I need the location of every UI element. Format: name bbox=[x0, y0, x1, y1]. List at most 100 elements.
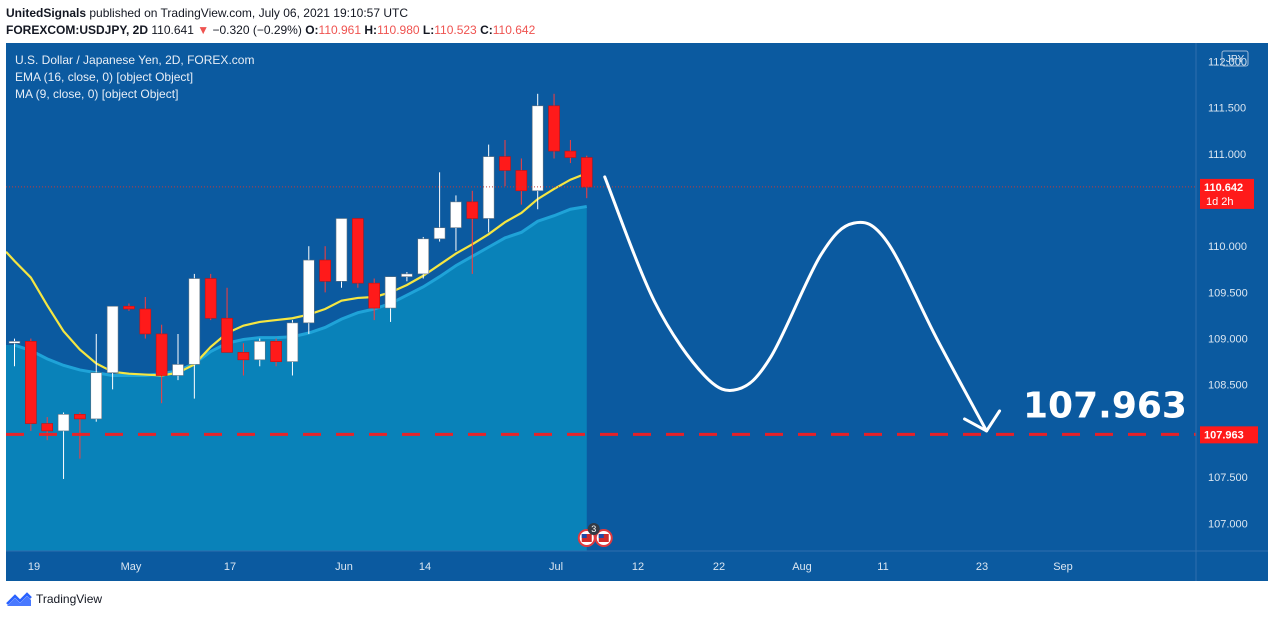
candle-body bbox=[139, 308, 152, 335]
brand-name: TradingView bbox=[36, 592, 103, 606]
candle bbox=[515, 158, 528, 205]
candle-body bbox=[433, 227, 446, 240]
candle bbox=[564, 139, 577, 164]
close-label: C: bbox=[480, 23, 493, 37]
candle-body bbox=[302, 259, 315, 324]
ma-line bbox=[14, 205, 588, 378]
projection-arrowhead-icon bbox=[963, 409, 1002, 433]
price-tick-label: 108.500 bbox=[1208, 380, 1248, 392]
candle-body bbox=[57, 414, 70, 432]
candle bbox=[204, 273, 217, 321]
footer-brand[interactable]: TradingView bbox=[6, 590, 102, 608]
candle bbox=[188, 273, 201, 399]
publish-line: UnitedSignals published on TradingView.c… bbox=[6, 6, 408, 20]
ma-area bbox=[6, 206, 587, 551]
last-price-label: 110.642 bbox=[1204, 182, 1243, 194]
candle bbox=[482, 144, 495, 233]
candle-body bbox=[286, 322, 299, 362]
candle-body bbox=[417, 238, 430, 275]
candle bbox=[8, 338, 21, 367]
candle-body bbox=[515, 170, 528, 192]
candle-body bbox=[8, 341, 21, 344]
candle-body bbox=[172, 364, 184, 376]
price-tick-label: 110.000 bbox=[1208, 241, 1247, 253]
candle bbox=[123, 303, 135, 311]
time-tick-label: 14 bbox=[419, 561, 431, 573]
currency-box bbox=[1221, 50, 1249, 67]
time-tick-label: 19 bbox=[28, 561, 40, 573]
time-tick-label: Jul bbox=[549, 561, 563, 573]
candle-body bbox=[237, 352, 250, 361]
time-tick-label: 22 bbox=[713, 561, 725, 573]
countdown-label: 1d 2h bbox=[1206, 196, 1234, 208]
ma-legend[interactable]: MA (9, close, 0) [object Object] bbox=[15, 87, 179, 101]
candle bbox=[286, 320, 299, 376]
low-label: L: bbox=[422, 23, 435, 37]
time-tick-label: May bbox=[121, 561, 142, 573]
high-label: H: bbox=[364, 23, 378, 37]
candle-body bbox=[155, 333, 168, 376]
time-tick-label: 11 bbox=[877, 561, 888, 573]
open-label: O: bbox=[305, 23, 319, 37]
low-value: 110.523 bbox=[434, 23, 477, 37]
ema-legend[interactable]: EMA (16, close, 0) [object Object] bbox=[15, 70, 194, 84]
tradingview-logo-icon bbox=[6, 592, 32, 606]
candle bbox=[270, 338, 282, 367]
axes-layer: 112.000111.500111.000110.500110.000109.5… bbox=[6, 43, 1268, 581]
candle bbox=[335, 218, 348, 288]
candle-body bbox=[482, 156, 495, 219]
us-flag-event-icon bbox=[594, 529, 613, 547]
projection-curve bbox=[603, 175, 989, 433]
candle-body bbox=[335, 218, 348, 282]
target-price-badge bbox=[1200, 426, 1258, 444]
candle bbox=[302, 246, 315, 334]
candle-body bbox=[253, 341, 266, 361]
candle bbox=[384, 276, 397, 322]
candle bbox=[499, 139, 511, 187]
candle bbox=[417, 236, 430, 279]
candle-body bbox=[450, 201, 462, 229]
ma-layer bbox=[6, 205, 588, 551]
price-tick-label: 109.000 bbox=[1208, 334, 1248, 346]
candle-body bbox=[41, 423, 54, 432]
price-tick-label: 107.500 bbox=[1208, 472, 1248, 484]
candle-body bbox=[368, 282, 381, 309]
down-arrow-icon: ▼ bbox=[197, 23, 210, 37]
price-change: −0.320 (−0.29%) bbox=[212, 23, 302, 37]
candle bbox=[106, 305, 119, 390]
annotation-layer: 107.963 3 bbox=[6, 175, 1196, 547]
chart-title: U.S. Dollar / Japanese Yen, 2D, FOREX.co… bbox=[15, 53, 255, 67]
candle-body bbox=[106, 305, 119, 374]
candle-body bbox=[25, 341, 37, 424]
candle bbox=[253, 338, 266, 367]
candle-body bbox=[564, 150, 577, 158]
candle bbox=[221, 287, 233, 353]
target-axis-label: 107.963 bbox=[1204, 429, 1244, 441]
candle-body bbox=[319, 259, 331, 282]
flag-canton bbox=[581, 534, 587, 538]
event-count-badge bbox=[587, 523, 600, 535]
candle-body bbox=[580, 157, 593, 188]
high-value: 110.980 bbox=[377, 23, 420, 37]
candle bbox=[433, 172, 446, 242]
time-tick-label: Jun bbox=[335, 561, 353, 573]
open-value: 110.961 bbox=[318, 23, 362, 37]
close-value: 110.642 bbox=[492, 23, 536, 37]
candle bbox=[466, 190, 479, 274]
candle bbox=[352, 218, 364, 288]
candle bbox=[580, 155, 593, 199]
candle bbox=[139, 297, 152, 339]
time-axis-bg bbox=[6, 551, 1268, 581]
candle bbox=[57, 412, 70, 479]
candle-body bbox=[401, 273, 413, 277]
candle-body bbox=[548, 105, 560, 152]
candle-body bbox=[90, 372, 103, 420]
price-tick-label: 111.500 bbox=[1208, 103, 1246, 115]
candle-body bbox=[188, 278, 201, 365]
candle-body bbox=[531, 105, 544, 192]
author-name[interactable]: UnitedSignals bbox=[6, 6, 87, 20]
candle-body bbox=[499, 156, 511, 171]
candle bbox=[548, 93, 560, 159]
